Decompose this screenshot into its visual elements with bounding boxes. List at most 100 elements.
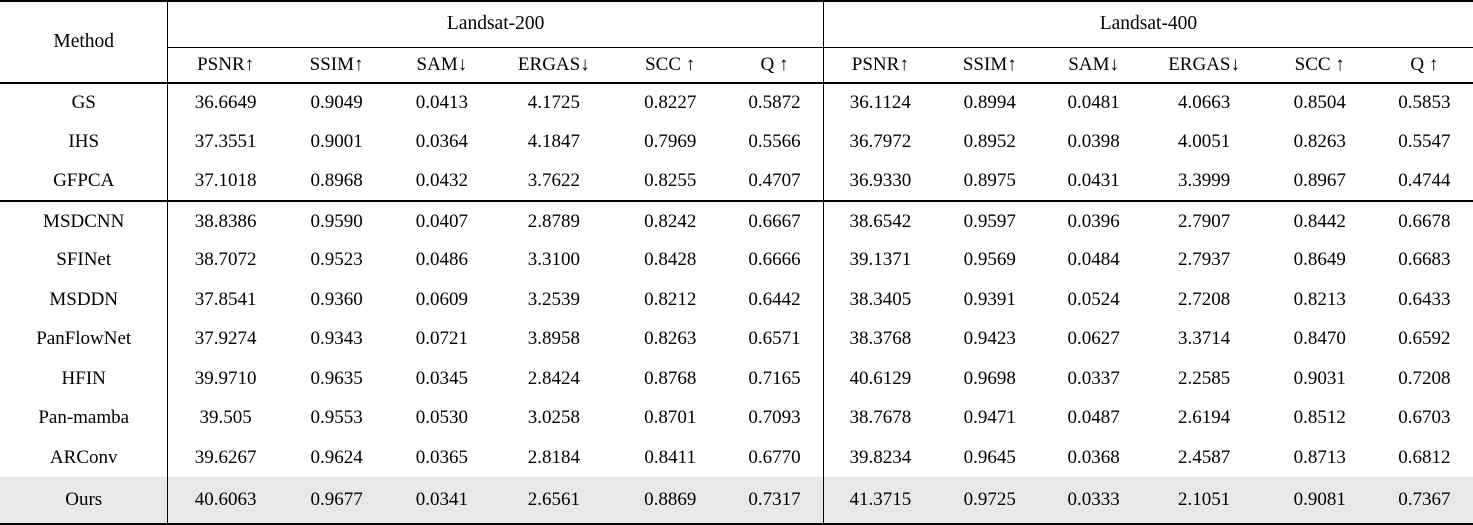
metric-value: 38.8386: [167, 200, 283, 241]
table-row-arconv: ARConv 39.6267 0.9624 0.0365 2.8184 0.8411 0.6…: [0, 437, 1473, 478]
metric-value: 37.9274: [194, 328, 257, 350]
metric-value: 4.0051: [1177, 131, 1231, 153]
col-header-psnr-l400: PSNR↑: [822, 47, 937, 84]
metric-value: 0.8255: [644, 170, 697, 192]
metric-value: 0.9523: [310, 249, 363, 271]
metric-value: 0.8994: [963, 92, 1016, 114]
col-header-sam-l400: SAM↓: [1042, 47, 1145, 84]
metric-value: 0.5566: [748, 131, 801, 153]
metric-value: 0.8263: [1293, 131, 1346, 153]
metric-value: 2.8184: [527, 446, 580, 468]
metric-value: 0.7208: [1398, 367, 1451, 389]
metric-value: 0.7969: [644, 131, 697, 153]
table-row-msdcnn: MSDCNN 38.8386 0.9590 0.0407 2.8789 0.8242 0.6…: [0, 200, 1473, 241]
metric-value: 0.0484: [1067, 249, 1120, 271]
metric-value: 0.0365: [415, 446, 468, 468]
metric-value: 0.8649: [1293, 249, 1346, 271]
metric-value: 39.8234: [822, 437, 937, 478]
metric-value: 0.0407: [390, 200, 494, 241]
table-section-classical: GS 36.6649 0.9049 0.0413 4.1725 0.8227 0.5872 3…: [0, 83, 1473, 202]
metric-value: 0.8701: [644, 407, 697, 429]
metric-value: 0.6770: [748, 446, 801, 468]
col-header-ergas-l200: ERGAS↓: [493, 47, 615, 84]
metric-value: 0.0487: [1067, 407, 1120, 429]
metric-value: 0.6666: [748, 249, 801, 271]
metric-value: 0.9343: [310, 328, 363, 350]
metric-value: 0.0396: [1042, 200, 1145, 241]
metric-value: 0.8504: [1293, 92, 1346, 114]
metric-value: 40.6063: [167, 477, 283, 524]
table-row-panflownet: PanFlowNet 37.9274 0.9343 0.0721 3.8958 0.826…: [0, 319, 1473, 360]
metric-value: 0.8442: [1263, 200, 1376, 241]
metric-value: 36.9330: [822, 161, 937, 202]
metric-value: 0.8470: [1293, 328, 1346, 350]
table-section-ours: Ours 40.6063 0.9677 0.0341 2.6561 0.8869 0.731…: [0, 477, 1473, 524]
metric-value: 0.9624: [310, 446, 363, 468]
metric-value: 2.2585: [1177, 367, 1231, 389]
metric-value: 0.7367: [1375, 477, 1473, 524]
metric-value: 0.8869: [614, 477, 727, 524]
metric-value: 41.3715: [822, 477, 937, 524]
metric-value: 37.3551: [194, 131, 257, 153]
metric-value: 39.9710: [194, 367, 257, 389]
metric-value: 0.8212: [644, 288, 697, 310]
col-header-scc-l400: SCC ↑: [1263, 47, 1376, 84]
method-label: HFIN: [0, 359, 169, 399]
metric-value: 0.8512: [1293, 407, 1346, 429]
metric-value: 4.1725: [527, 92, 580, 114]
metric-value: 3.0258: [527, 407, 580, 429]
metric-value: 0.8713: [1293, 446, 1346, 468]
metric-value: 0.8263: [644, 328, 697, 350]
metric-header-row: PSNR↑ SSIM↑ SAM↓ ERGAS↓ SCC ↑ Q ↑ PSNR↑ …: [0, 47, 1473, 84]
metric-value: 0.8242: [614, 200, 727, 241]
metric-value: 2.6194: [1177, 407, 1231, 429]
metric-value: 0.9553: [310, 407, 363, 429]
metric-value: 38.3768: [822, 319, 937, 360]
col-header-ssim-l200: SSIM↑: [282, 47, 391, 84]
table-row-gs: GS 36.6649 0.9049 0.0413 4.1725 0.8227 0.5872 3…: [0, 83, 1473, 123]
col-header-psnr-l200: PSNR↑: [167, 47, 283, 84]
metric-value: 38.6542: [822, 200, 937, 241]
table-row-gfpca: GFPCA 37.1018 0.8968 0.0432 3.7622 0.8255 0.47…: [0, 161, 1473, 202]
metric-value: 0.0627: [1067, 328, 1120, 350]
method-column-header: Method: [0, 1, 169, 84]
metric-value: 0.9001: [310, 131, 363, 153]
col-header-ergas-l400: ERGAS↓: [1144, 47, 1264, 84]
metric-value: 0.0333: [1042, 477, 1145, 524]
metric-value: 2.4587: [1177, 446, 1231, 468]
metric-value: 0.7165: [748, 367, 801, 389]
metric-value: 40.6129: [822, 359, 937, 399]
metric-value: 0.9471: [963, 407, 1016, 429]
metric-value: 0.6667: [726, 200, 824, 241]
method-label: MSDDN: [0, 280, 169, 320]
metric-value: 0.0341: [390, 477, 494, 524]
metric-value: 0.8768: [644, 367, 697, 389]
table-head: Method Landsat-200 Landsat-400 PSNR↑ SSI…: [0, 1, 1473, 84]
metric-value: 38.7072: [194, 249, 257, 271]
metric-value: 3.3999: [1177, 170, 1231, 192]
method-label: MSDCNN: [0, 200, 169, 241]
metric-value: 0.8967: [1293, 170, 1346, 192]
metric-value: 0.9677: [282, 477, 391, 524]
metric-value: 36.1124: [822, 83, 937, 123]
metric-value: 0.6683: [1398, 249, 1451, 271]
metric-value: 0.0413: [415, 92, 468, 114]
metric-value: 0.5872: [748, 92, 801, 114]
metric-value: 0.9569: [963, 249, 1016, 271]
metric-value: 0.4744: [1398, 170, 1451, 192]
metric-value: 37.1018: [194, 170, 257, 192]
metric-value: 0.8411: [644, 446, 696, 468]
metric-value: 0.9423: [963, 328, 1016, 350]
metric-value: 0.6433: [1398, 288, 1451, 310]
metric-value: 0.9645: [963, 446, 1016, 468]
metric-value: 3.3714: [1177, 328, 1231, 350]
table-row-msddn: MSDDN 37.8541 0.9360 0.0609 3.2539 0.8212 0.64…: [0, 280, 1473, 320]
metric-value: 4.0663: [1177, 92, 1231, 114]
metric-value: 0.0609: [415, 288, 468, 310]
metric-value: 0.6442: [748, 288, 801, 310]
metric-value: 2.6561: [493, 477, 615, 524]
metric-value: 0.6592: [1398, 328, 1451, 350]
metric-value: 38.3405: [822, 280, 937, 320]
metric-value: 0.9360: [310, 288, 363, 310]
